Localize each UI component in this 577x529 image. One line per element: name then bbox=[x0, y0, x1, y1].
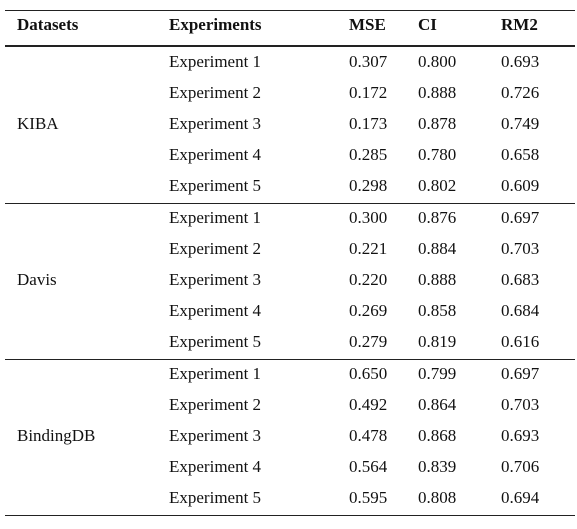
rm2-cell: 0.726 bbox=[501, 83, 540, 102]
mse-cell: 0.564 bbox=[349, 457, 388, 476]
experiment-cell: Experiment 5 bbox=[169, 488, 262, 507]
ci-cell: 0.800 bbox=[418, 52, 457, 71]
mse-cell: 0.298 bbox=[349, 176, 388, 195]
group-rule bbox=[5, 515, 575, 516]
rm2-cell: 0.749 bbox=[501, 114, 540, 133]
ci-cell: 0.888 bbox=[418, 83, 457, 102]
mse-cell: 0.220 bbox=[349, 270, 388, 289]
experiment-cell: Experiment 2 bbox=[169, 83, 262, 102]
header-cell: RM2 bbox=[501, 15, 538, 34]
ci-cell: 0.888 bbox=[418, 270, 457, 289]
mse-cell: 0.300 bbox=[349, 208, 388, 227]
experiment-cell: Experiment 5 bbox=[169, 176, 262, 195]
header-cell: CI bbox=[418, 15, 437, 34]
mse-cell: 0.172 bbox=[349, 83, 388, 102]
dataset-label: KIBA bbox=[17, 114, 59, 133]
rm2-cell: 0.703 bbox=[501, 395, 540, 414]
mse-cell: 0.279 bbox=[349, 332, 388, 351]
mse-cell: 0.492 bbox=[349, 395, 388, 414]
rm2-cell: 0.683 bbox=[501, 270, 540, 289]
dataset-label: Davis bbox=[17, 270, 57, 289]
rm2-cell: 0.693 bbox=[501, 426, 540, 445]
experiment-cell: Experiment 1 bbox=[169, 364, 262, 383]
experiment-cell: Experiment 1 bbox=[169, 208, 262, 227]
header-cell: Experiments bbox=[169, 15, 262, 34]
experiment-cell: Experiment 3 bbox=[169, 426, 262, 445]
header-cell: Datasets bbox=[17, 15, 79, 34]
rm2-cell: 0.684 bbox=[501, 301, 540, 320]
ci-cell: 0.884 bbox=[418, 239, 457, 258]
experiment-cell: Experiment 2 bbox=[169, 395, 262, 414]
ci-cell: 0.878 bbox=[418, 114, 457, 133]
mse-cell: 0.285 bbox=[349, 145, 388, 164]
mse-cell: 0.307 bbox=[349, 52, 388, 71]
mse-cell: 0.221 bbox=[349, 239, 388, 258]
mse-cell: 0.478 bbox=[349, 426, 388, 445]
experiment-cell: Experiment 2 bbox=[169, 239, 262, 258]
ci-cell: 0.808 bbox=[418, 488, 457, 507]
experiment-cell: Experiment 1 bbox=[169, 52, 262, 71]
mse-cell: 0.173 bbox=[349, 114, 388, 133]
header-rule bbox=[5, 45, 575, 47]
ci-cell: 0.868 bbox=[418, 426, 457, 445]
ci-cell: 0.780 bbox=[418, 145, 457, 164]
experiment-cell: Experiment 3 bbox=[169, 270, 262, 289]
rm2-cell: 0.693 bbox=[501, 52, 540, 71]
mse-cell: 0.269 bbox=[349, 301, 388, 320]
rm2-cell: 0.609 bbox=[501, 176, 540, 195]
rm2-cell: 0.658 bbox=[501, 145, 540, 164]
ci-cell: 0.839 bbox=[418, 457, 457, 476]
rm2-cell: 0.616 bbox=[501, 332, 540, 351]
experiment-cell: Experiment 4 bbox=[169, 145, 262, 164]
rm2-cell: 0.697 bbox=[501, 364, 540, 383]
rm2-cell: 0.703 bbox=[501, 239, 540, 258]
header-cell: MSE bbox=[349, 15, 386, 34]
dataset-label: BindingDB bbox=[17, 426, 96, 445]
ci-cell: 0.876 bbox=[418, 208, 457, 227]
ci-cell: 0.802 bbox=[418, 176, 457, 195]
mse-cell: 0.650 bbox=[349, 364, 388, 383]
rm2-cell: 0.697 bbox=[501, 208, 540, 227]
ci-cell: 0.858 bbox=[418, 301, 457, 320]
experiment-cell: Experiment 5 bbox=[169, 332, 262, 351]
rm2-cell: 0.694 bbox=[501, 488, 540, 507]
experiment-cell: Experiment 3 bbox=[169, 114, 262, 133]
experiment-cell: Experiment 4 bbox=[169, 301, 262, 320]
group-rule bbox=[5, 203, 575, 204]
experiment-cell: Experiment 4 bbox=[169, 457, 262, 476]
top-rule bbox=[5, 10, 575, 11]
group-rule bbox=[5, 359, 575, 360]
ci-cell: 0.799 bbox=[418, 364, 457, 383]
mse-cell: 0.595 bbox=[349, 488, 388, 507]
ci-cell: 0.819 bbox=[418, 332, 457, 351]
ci-cell: 0.864 bbox=[418, 395, 457, 414]
rm2-cell: 0.706 bbox=[501, 457, 540, 476]
